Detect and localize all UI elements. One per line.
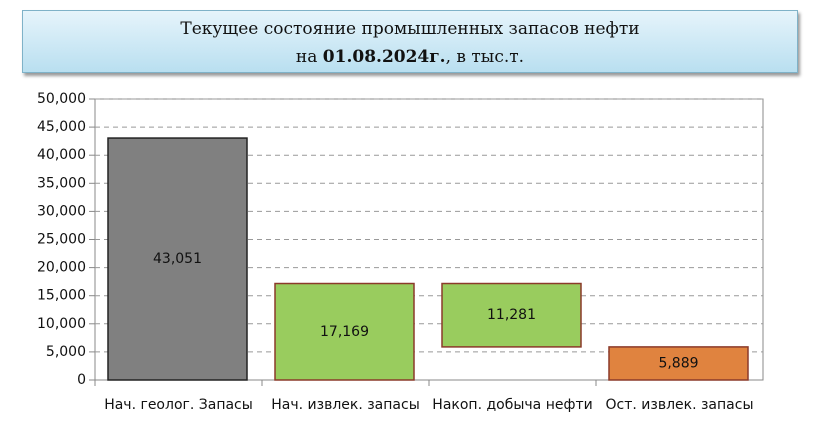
x-tick-label: Нач. геолог. Запасы: [104, 397, 253, 413]
title-box: Текущее состояние промышленных запасов н…: [22, 10, 798, 73]
value-label: 5,889: [658, 355, 698, 371]
x-tick-label: Ост. извлек. запасы: [606, 397, 754, 413]
y-tick-label: 45,000: [37, 119, 86, 135]
y-tick-label: 40,000: [37, 147, 86, 163]
x-tick-label: Накоп. добыча нефти: [432, 397, 592, 413]
y-tick-label: 20,000: [37, 260, 86, 276]
y-tick-label: 50,000: [37, 91, 86, 107]
title-prefix: на: [295, 47, 318, 67]
y-tick-label: 0: [77, 372, 86, 388]
bar: [274, 282, 415, 381]
x-tick-label: Нач. извлек. запасы: [271, 397, 420, 413]
bar: [107, 137, 248, 381]
y-tick-label: 10,000: [37, 316, 86, 332]
title-date: 01.08.2024г.: [322, 47, 446, 67]
title-line1: Текущее состояние промышленных запасов н…: [180, 19, 640, 39]
value-label: 43,051: [153, 251, 202, 267]
value-label: 17,169: [320, 324, 369, 340]
title-suffix: , в тыс.т.: [445, 47, 525, 67]
y-tick-label: 25,000: [37, 232, 86, 248]
bar: [608, 346, 749, 381]
bar: [441, 282, 582, 348]
y-tick-label: 30,000: [37, 203, 86, 219]
y-tick-label: 35,000: [37, 175, 86, 191]
title-line2: на 01.08.2024г., в тыс.т.: [23, 43, 797, 71]
y-tick-label: 15,000: [37, 288, 86, 304]
y-tick-label: 5,000: [46, 344, 86, 360]
value-label: 11,281: [487, 307, 536, 323]
